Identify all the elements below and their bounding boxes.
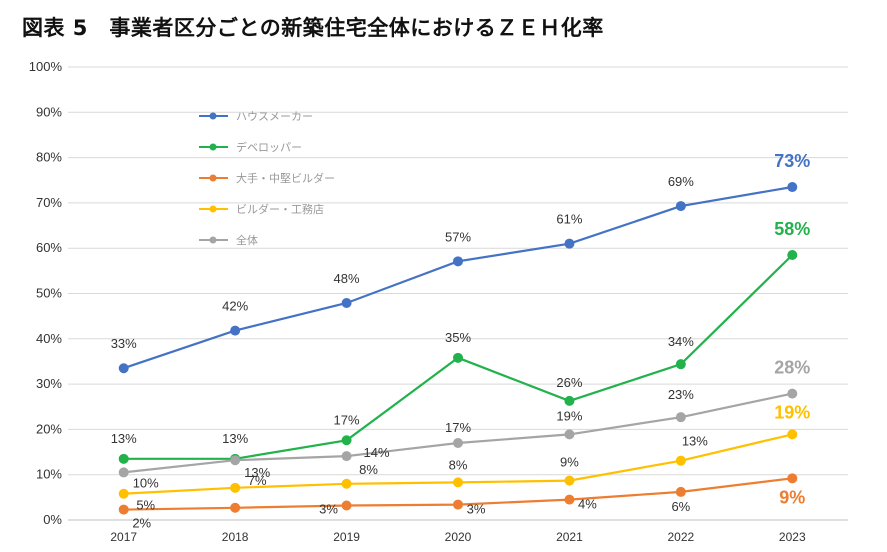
x-tick-label: 2023	[779, 530, 806, 544]
data-point	[675, 412, 686, 423]
legend-label: 大手・中堅ビルダー	[236, 171, 335, 185]
data-point	[341, 500, 352, 511]
legend-swatch-marker	[209, 143, 217, 151]
data-point	[675, 201, 686, 212]
data-point	[453, 499, 463, 510]
y-tick-label: 90%	[36, 104, 62, 119]
data-label: 8%	[359, 462, 378, 477]
data-label: 28%	[774, 358, 810, 378]
data-point	[787, 182, 798, 193]
data-point	[787, 473, 798, 484]
legend-label: ハウスメーカー	[236, 110, 313, 123]
data-point	[787, 249, 798, 260]
data-label: 17%	[334, 412, 360, 427]
legend-swatch-marker	[209, 236, 217, 244]
data-point	[118, 453, 129, 464]
legend-swatch-marker	[209, 205, 217, 213]
data-label: 13%	[222, 431, 248, 446]
data-label: 8%	[449, 457, 468, 472]
data-point	[564, 395, 575, 406]
data-point	[341, 298, 352, 309]
y-tick-label: 70%	[36, 195, 62, 210]
data-point	[118, 488, 129, 499]
data-point	[564, 494, 575, 505]
legend-swatch-marker	[209, 112, 217, 120]
data-label: 9%	[560, 455, 579, 470]
x-tick-label: 2019	[333, 530, 360, 544]
data-point	[675, 455, 686, 466]
data-point	[453, 352, 463, 363]
data-label: 14%	[364, 445, 390, 460]
data-label: 3%	[467, 502, 486, 517]
data-label: 6%	[671, 499, 690, 514]
x-tick-label: 2020	[445, 530, 472, 544]
y-tick-label: 100%	[29, 59, 63, 74]
data-point	[230, 455, 241, 466]
data-point	[341, 478, 352, 489]
data-point	[787, 429, 798, 440]
legend-swatch-marker	[209, 174, 217, 182]
data-label: 57%	[445, 229, 471, 244]
data-point	[787, 388, 798, 399]
data-label: 7%	[248, 473, 267, 488]
data-point	[564, 429, 575, 440]
data-label: 10%	[133, 475, 159, 490]
data-label: 34%	[668, 334, 694, 349]
data-label: 5%	[136, 498, 155, 513]
data-label: 42%	[222, 299, 248, 314]
data-label: 13%	[682, 434, 708, 449]
data-label: 23%	[668, 387, 694, 402]
y-tick-label: 20%	[36, 421, 62, 436]
data-point	[564, 238, 575, 249]
data-point	[675, 486, 686, 497]
legend-label: 全体	[236, 233, 258, 247]
data-label: 48%	[334, 271, 360, 286]
y-tick-label: 80%	[36, 150, 62, 165]
x-tick-label: 2018	[222, 530, 249, 544]
data-point	[453, 256, 463, 267]
data-label: 2%	[132, 516, 151, 531]
y-tick-label: 60%	[36, 240, 62, 255]
data-point	[341, 451, 352, 462]
y-tick-label: 50%	[36, 286, 62, 301]
data-label: 73%	[774, 151, 810, 171]
data-label: 35%	[445, 330, 471, 345]
data-label: 9%	[779, 487, 805, 507]
data-label: 3%	[319, 502, 338, 517]
data-label: 17%	[445, 420, 471, 435]
data-label: 69%	[668, 174, 694, 189]
data-point	[118, 467, 129, 478]
data-point	[230, 325, 241, 336]
data-point	[118, 504, 129, 515]
data-label: 61%	[556, 212, 582, 227]
x-tick-label: 2021	[556, 530, 583, 544]
data-point	[341, 435, 352, 446]
y-tick-label: 0%	[43, 512, 62, 527]
data-point	[453, 477, 463, 488]
y-tick-label: 10%	[36, 467, 62, 482]
data-point	[230, 502, 241, 513]
data-label: 13%	[111, 431, 137, 446]
x-tick-label: 2022	[668, 530, 695, 544]
legend-label: ビルダー・工務店	[236, 202, 324, 216]
data-label: 19%	[774, 402, 810, 422]
data-label: 58%	[774, 219, 810, 239]
y-tick-label: 40%	[36, 331, 62, 346]
data-point	[453, 437, 463, 448]
chart-title: 図表 5 事業者区分ごとの新築住宅全体におけるＺＥＨ化率	[22, 16, 604, 40]
data-point	[675, 359, 686, 370]
x-tick-label: 2017	[110, 530, 137, 544]
data-point	[230, 482, 241, 493]
legend-label: デベロッパー	[236, 140, 302, 154]
data-label: 19%	[556, 408, 582, 423]
data-label: 26%	[556, 375, 582, 390]
y-tick-label: 30%	[36, 376, 62, 391]
data-label: 13%	[244, 465, 270, 480]
data-point	[564, 475, 575, 486]
data-label: 4%	[578, 497, 597, 512]
data-label: 33%	[111, 336, 137, 351]
data-point	[118, 363, 129, 374]
